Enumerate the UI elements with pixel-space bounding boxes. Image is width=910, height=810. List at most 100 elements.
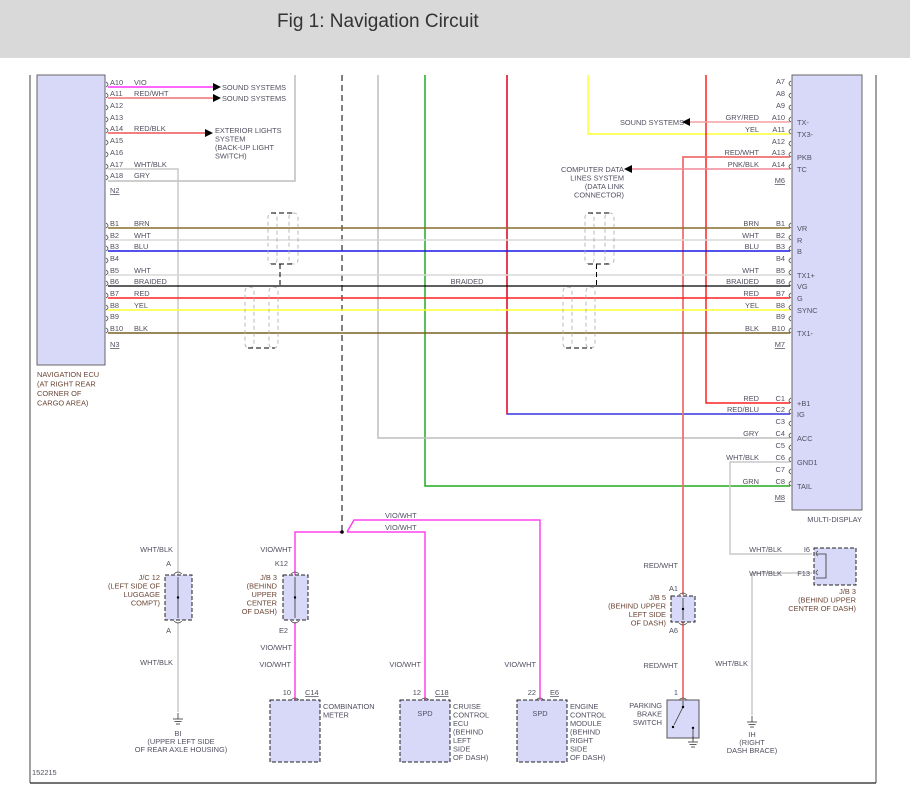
connector-pin-icon — [678, 622, 688, 626]
engine-control-module-label: (BEHIND — [570, 728, 600, 737]
pin-label: B8 — [110, 301, 119, 310]
ground-location-label: DASH BRACE) — [727, 746, 778, 755]
pin-label: 1 — [674, 688, 678, 697]
destination-label: SYSTEM — [215, 135, 245, 144]
wire-label: VIO/WHT — [389, 660, 421, 669]
pin-label: B10 — [772, 324, 785, 333]
navigation-ecu-label: CORNER OF — [37, 389, 82, 398]
terminal-label: TX- — [797, 118, 809, 127]
connector-pin-icon — [788, 257, 792, 264]
terminal-label: SPD — [417, 709, 432, 718]
junction-location-label: (BEHIND — [247, 582, 277, 591]
connector-pin-icon — [788, 408, 792, 415]
pin-label: A16 — [110, 148, 123, 157]
navigation-ecu-box — [36, 74, 106, 366]
pin-label: A6 — [669, 626, 678, 635]
wire-label: GRY/RED — [725, 113, 759, 122]
parking-brake-switch-label: SWITCH — [633, 718, 662, 727]
junction-block-jb3-right-link — [816, 553, 827, 579]
wire-wht-blk-a17 — [108, 168, 179, 575]
figure-id: 152215 — [32, 768, 57, 777]
connector-pin-icon — [535, 697, 545, 701]
connector-pin-icon — [105, 116, 109, 123]
engine-control-module-label: OF DASH) — [570, 753, 605, 762]
junction-location-label: OF DASH) — [242, 607, 277, 616]
junction-location-label: (LEFT SIDE OF — [108, 582, 161, 591]
shield-lower — [268, 286, 279, 349]
connector-pin-icon — [815, 569, 819, 576]
destination-label: CONNECTOR) — [574, 191, 624, 200]
junction-location-label: J/B 5 — [649, 593, 666, 602]
connector-pin-icon — [290, 697, 300, 701]
shield-lower — [585, 286, 596, 349]
wire-label: BLK — [745, 324, 759, 333]
arrow-icon — [213, 94, 221, 102]
engine-control-module-label: CONTROL — [570, 711, 606, 720]
ground-location-label: (UPPER LEFT SIDE — [147, 737, 214, 746]
wire-label: WHT/BLK — [749, 545, 782, 554]
connector-pin-icon — [788, 292, 792, 299]
wire-label: RED/BLU — [727, 405, 759, 414]
destination-label: LINES SYSTEM — [570, 174, 624, 183]
wire-label: YEL — [134, 301, 148, 310]
cruise-control-ecu-box — [399, 699, 451, 763]
connector-pin-icon — [105, 163, 109, 170]
splice-point — [340, 530, 344, 534]
pin-label: B1 — [776, 219, 785, 228]
connector-pin-icon — [788, 269, 792, 276]
junction-block-jb5-link — [681, 607, 685, 611]
wire-wht-blk-ih — [751, 572, 812, 715]
wire-label: BLU — [745, 242, 759, 251]
connector-pin-icon — [788, 432, 792, 439]
navigation-ecu-label: NAVIGATION ECU — [37, 370, 99, 379]
wire-label: VIO/WHT — [504, 660, 536, 669]
shield-lower — [562, 286, 573, 349]
shield-upper — [584, 212, 595, 265]
terminal-label: TAIL — [797, 482, 812, 491]
wire-gry-a18 — [108, 75, 296, 182]
terminal-label: VG — [797, 282, 808, 291]
engine-control-module-label: SIDE — [570, 745, 587, 754]
connector-pin-icon — [788, 116, 792, 123]
cruise-control-ecu-label: OF DASH) — [453, 753, 488, 762]
pin-label: C6 — [776, 453, 785, 462]
multi-display-label: MULTI-DISPLAY — [807, 515, 862, 524]
cruise-control-ecu-label: CRUISE — [453, 702, 481, 711]
page-title: Fig 1: Navigation Circuit — [277, 11, 479, 32]
connector-id: M6 — [775, 176, 785, 185]
connector-pin-icon — [105, 280, 109, 287]
connector-pin-icon — [105, 257, 109, 264]
connector-pin-icon — [788, 222, 792, 229]
connector-pin-icon — [788, 92, 792, 99]
cruise-control-ecu-label: LEFT — [453, 736, 472, 745]
connector-pin-icon — [788, 163, 792, 170]
connector-pin-icon — [105, 327, 109, 334]
junction-location-label: J/C 12 — [139, 573, 160, 582]
connector-pin-icon — [420, 697, 430, 701]
ground-location-label: OF REAR AXLE HOUSING) — [135, 745, 227, 754]
terminal-label: TC — [797, 165, 808, 174]
pin-label: B5 — [110, 266, 119, 275]
wire-label: PNK/BLK — [728, 160, 759, 169]
pin-label: C1 — [776, 394, 785, 403]
wire-label: RED/BLK — [134, 124, 166, 133]
connector-pin-icon — [105, 127, 109, 134]
wire-label: BRAIDED — [726, 277, 759, 286]
cruise-control-ecu-label: (BEHIND — [453, 728, 483, 737]
junction-block-jb3-left-link — [293, 596, 297, 599]
shield-upper — [267, 212, 278, 265]
arrow-icon — [682, 118, 690, 126]
destination-label: (DATA LINK — [585, 182, 624, 191]
pin-label: A14 — [772, 160, 785, 169]
ground-location-label: (RIGHT — [739, 738, 765, 747]
pin-label: B7 — [110, 289, 119, 298]
connector-pin-icon — [678, 697, 688, 701]
pin-label: B7 — [776, 289, 785, 298]
pin-label: B6 — [776, 277, 785, 286]
connector-pin-icon — [788, 456, 792, 463]
pin-label: B2 — [776, 231, 785, 240]
pin-label: A1 — [669, 584, 678, 593]
arrow-icon — [213, 83, 221, 91]
wire-label: VIO/WHT — [260, 545, 292, 554]
connector-pin-icon — [105, 315, 109, 322]
